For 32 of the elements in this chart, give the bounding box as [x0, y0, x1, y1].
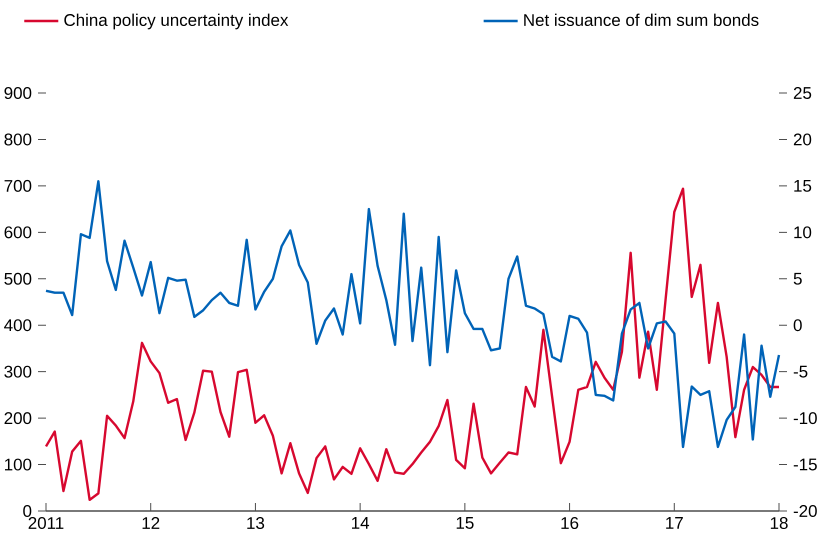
x-tick-label: 14	[352, 517, 370, 529]
y2-tick-label: 20	[794, 133, 812, 146]
x-tick-label: 17	[666, 517, 683, 529]
y2-tick-label: 5	[794, 272, 802, 285]
legend-label: Net issuance of dim sum bonds	[524, 14, 758, 26]
x-tick-label: 13	[247, 517, 264, 530]
x-tick-label: 12	[142, 517, 160, 529]
y-tick-label: 400	[4, 319, 32, 332]
y-tick-label: 500	[4, 272, 32, 285]
x-tick-label: 18	[770, 517, 788, 530]
y2-tick-label: 10	[794, 226, 812, 238]
y2-tick-label: 25	[794, 87, 812, 99]
y2-tick-label: -5	[794, 366, 808, 378]
y2-tick-label: -20	[794, 505, 817, 517]
y-tick-label: 300	[4, 366, 32, 378]
y2-tick-label: -10	[794, 412, 817, 424]
y-tick-label: 800	[4, 133, 32, 146]
y-tick-label: 700	[4, 180, 32, 192]
line-series	[44, 180, 780, 448]
x-tick-label: 2011	[28, 517, 64, 530]
y-tick-label: 900	[4, 87, 32, 100]
y-tick-label: 200	[4, 412, 32, 424]
line-series	[44, 187, 780, 502]
legend-label: China policy uncertainty index	[64, 14, 288, 30]
y-tick-label: 600	[4, 226, 32, 238]
x-tick-label: 16	[561, 517, 578, 530]
y-tick-label: 0	[23, 505, 32, 517]
y2-tick-label: 0	[794, 319, 802, 332]
y-tick-label: 100	[4, 458, 32, 471]
y2-tick-label: -15	[794, 458, 817, 470]
y2-tick-label: 15	[794, 180, 812, 192]
x-tick-label: 15	[456, 517, 474, 529]
